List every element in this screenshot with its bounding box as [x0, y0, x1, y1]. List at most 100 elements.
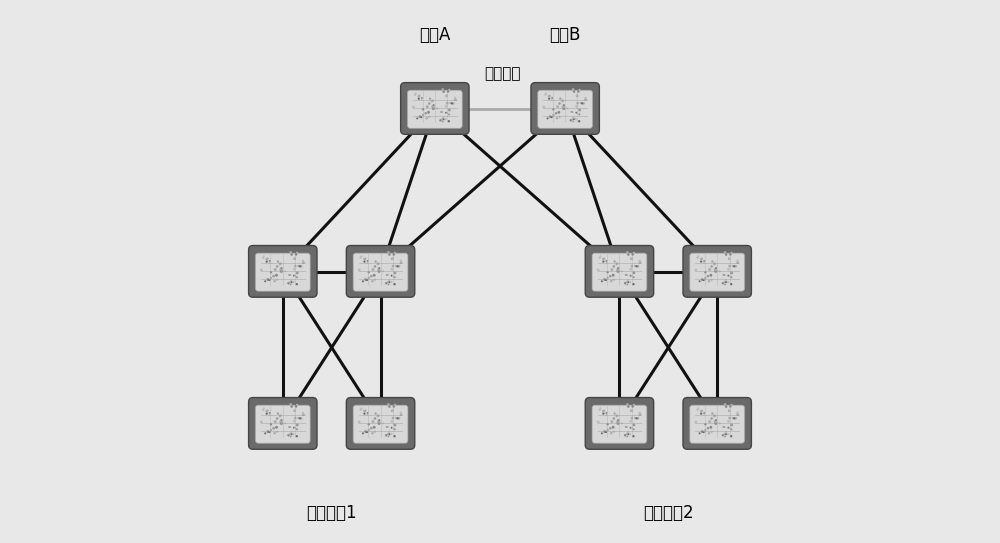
Point: [704, 257, 720, 266]
Point: [441, 110, 457, 119]
Point: [277, 419, 293, 428]
Point: [707, 412, 723, 420]
FancyBboxPatch shape: [346, 397, 415, 449]
Point: [632, 258, 648, 267]
Point: [697, 268, 713, 276]
Point: [694, 255, 710, 263]
Point: [371, 418, 387, 426]
Point: [590, 266, 606, 274]
Point: [284, 250, 300, 259]
Point: [625, 280, 641, 288]
Point: [353, 405, 369, 414]
Point: [393, 411, 409, 419]
Point: [289, 425, 305, 434]
Point: [384, 254, 400, 263]
Point: [289, 280, 305, 288]
Point: [716, 430, 732, 438]
Point: [425, 97, 441, 105]
Point: [286, 265, 302, 274]
Point: [610, 266, 626, 274]
Point: [574, 99, 590, 108]
Point: [283, 400, 299, 409]
Point: [598, 408, 614, 417]
Point: [255, 253, 271, 262]
Point: [262, 408, 278, 417]
Point: [380, 248, 396, 257]
Point: [704, 262, 720, 271]
Point: [619, 270, 635, 279]
Point: [632, 410, 648, 419]
Point: [370, 418, 386, 427]
Point: [287, 262, 303, 270]
Point: [384, 272, 400, 280]
Point: [424, 103, 440, 112]
Point: [433, 108, 449, 116]
Point: [393, 408, 409, 417]
Point: [273, 419, 289, 428]
Point: [412, 112, 428, 121]
Point: [272, 266, 288, 274]
Point: [274, 266, 290, 274]
Point: [295, 408, 311, 417]
Point: [411, 92, 427, 100]
FancyBboxPatch shape: [249, 245, 317, 297]
Point: [570, 109, 586, 117]
Point: [386, 250, 402, 259]
Point: [364, 429, 380, 438]
Point: [390, 262, 406, 270]
Point: [285, 278, 301, 287]
Point: [370, 266, 386, 275]
Point: [696, 428, 712, 437]
Point: [632, 408, 648, 417]
Point: [356, 409, 372, 418]
Point: [381, 402, 397, 411]
Point: [603, 277, 619, 286]
Point: [623, 265, 639, 274]
Point: [598, 256, 614, 265]
Point: [596, 255, 612, 263]
Point: [606, 427, 622, 436]
Point: [625, 250, 641, 259]
Point: [718, 278, 734, 287]
Point: [370, 266, 386, 274]
Point: [361, 426, 377, 434]
Point: [286, 424, 302, 432]
Point: [708, 416, 724, 425]
Point: [717, 248, 733, 257]
Point: [704, 409, 720, 418]
Point: [724, 400, 740, 409]
Point: [603, 429, 619, 438]
Point: [577, 93, 593, 102]
Point: [693, 407, 709, 415]
Point: [370, 412, 386, 420]
Point: [365, 417, 381, 426]
Point: [409, 114, 425, 123]
Point: [607, 257, 623, 266]
Point: [703, 271, 719, 280]
Point: [405, 103, 421, 111]
Ellipse shape: [349, 403, 412, 448]
Point: [440, 87, 456, 96]
Point: [272, 260, 288, 268]
Point: [708, 267, 724, 276]
Point: [717, 400, 733, 409]
Point: [277, 267, 293, 276]
Point: [269, 275, 285, 284]
Point: [283, 278, 299, 287]
Point: [444, 99, 460, 108]
Point: [371, 266, 387, 274]
Point: [620, 250, 636, 259]
Point: [723, 273, 739, 282]
Point: [725, 414, 741, 422]
Point: [259, 407, 275, 415]
Point: [600, 274, 616, 282]
FancyBboxPatch shape: [683, 397, 751, 449]
Point: [360, 256, 376, 265]
Point: [269, 262, 285, 271]
Point: [544, 93, 560, 102]
Text: 用户网络2: 用户网络2: [643, 504, 694, 522]
Point: [632, 258, 648, 267]
Point: [259, 409, 275, 418]
Point: [609, 266, 625, 274]
Point: [624, 424, 640, 432]
